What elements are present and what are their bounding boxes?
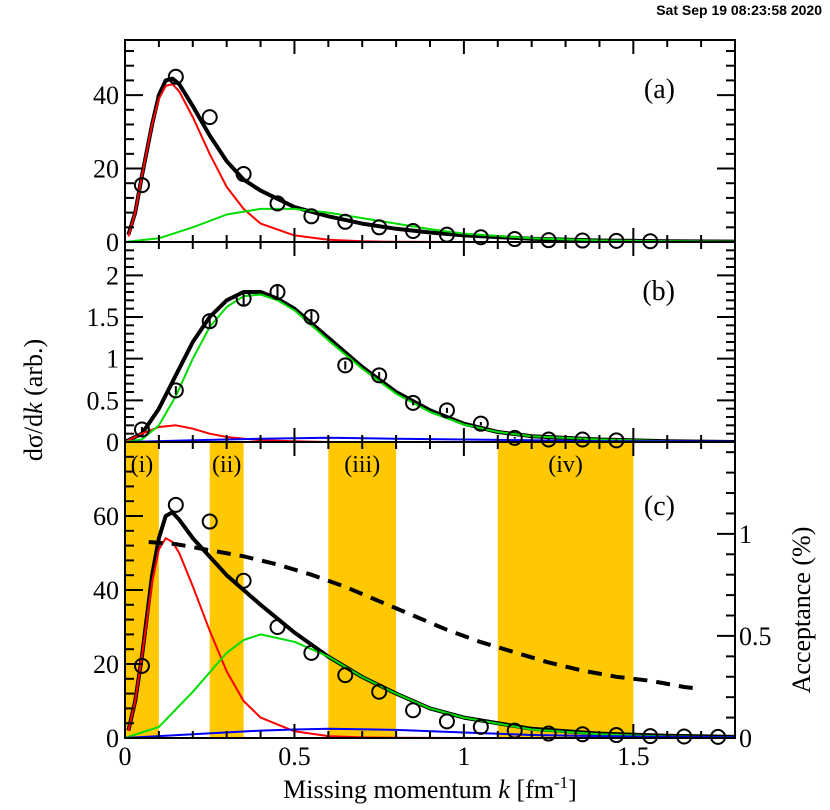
data-point-a-14 bbox=[574, 232, 591, 249]
curve-a-3 bbox=[125, 207, 735, 242]
data-point-c-16 bbox=[642, 728, 659, 745]
data-point-a-1 bbox=[133, 177, 150, 194]
data-point-a-9 bbox=[405, 222, 422, 239]
y-tick-label-a-2: 20 bbox=[93, 155, 119, 184]
data-point-c-3 bbox=[201, 513, 218, 530]
data-point-b-11 bbox=[472, 415, 489, 432]
curve-c-4 bbox=[125, 727, 735, 738]
y-tick-label-a-3: 40 bbox=[93, 81, 119, 110]
right-tick-label-1: 0 bbox=[739, 724, 752, 753]
y-tick-label-c-3: 40 bbox=[93, 576, 119, 605]
data-point-c-5 bbox=[269, 619, 286, 635]
data-point-c-6 bbox=[303, 644, 320, 661]
data-point-a-12 bbox=[506, 231, 523, 248]
x-tick-label-1: 0 bbox=[119, 742, 132, 771]
band-label-2: (ii) bbox=[212, 452, 241, 478]
data-points bbox=[133, 68, 727, 745]
frame-a bbox=[124, 39, 736, 243]
data-point-b-7 bbox=[337, 357, 354, 374]
data-point-c-10 bbox=[438, 713, 455, 730]
labels: 0 20 40 (a) 0 0.5 1 1.5 2 (b) (i) (ii) (iii) (iv) 0 20 4… bbox=[19, 74, 816, 804]
right-tick-label-3: 1 bbox=[739, 520, 752, 549]
data-point-b-10 bbox=[438, 402, 455, 419]
data-point-b-13 bbox=[540, 431, 557, 448]
axes bbox=[124, 39, 736, 739]
data-point-b-15 bbox=[608, 432, 625, 449]
data-point-b-4 bbox=[235, 290, 252, 307]
data-point-c-9 bbox=[405, 702, 422, 719]
data-point-b-1 bbox=[133, 421, 150, 438]
data-point-a-4 bbox=[235, 166, 252, 183]
data-point-b-14 bbox=[574, 431, 591, 448]
acceptance-curve bbox=[148, 540, 702, 691]
data-point-c-1 bbox=[133, 657, 150, 674]
data-point-a-2 bbox=[167, 68, 184, 85]
data-point-c-14 bbox=[574, 726, 591, 743]
data-point-b-5 bbox=[269, 284, 286, 300]
data-point-a-5 bbox=[269, 195, 286, 212]
panel-label-a: (a) bbox=[644, 74, 675, 105]
data-point-b-6 bbox=[303, 309, 320, 325]
data-point-c-17 bbox=[676, 728, 693, 745]
x-tick-label-4: 1.5 bbox=[617, 742, 650, 771]
data-point-a-11 bbox=[472, 229, 489, 246]
band-label-4: (iv) bbox=[548, 452, 583, 478]
y-tick-label-c-2: 20 bbox=[93, 650, 119, 679]
y-tick-label-b-3: 1 bbox=[106, 345, 119, 374]
data-point-c-15 bbox=[608, 727, 625, 744]
data-point-c-18 bbox=[710, 728, 727, 745]
data-point-a-7 bbox=[337, 213, 354, 230]
data-point-c-7 bbox=[337, 667, 354, 684]
y-axis-title: dσ/dk (arb.) bbox=[19, 339, 48, 461]
data-point-b-9 bbox=[405, 394, 422, 411]
y-tick-label-b-4: 1.5 bbox=[87, 303, 120, 332]
data-point-c-8 bbox=[371, 683, 388, 700]
band-label-3: (iii) bbox=[344, 452, 380, 478]
y-tick-label-b-5: 2 bbox=[106, 261, 119, 290]
data-point-c-2 bbox=[167, 496, 184, 513]
data-point-c-13 bbox=[540, 725, 557, 742]
y-tick-label-b-1: 0 bbox=[106, 428, 119, 457]
acceptance-bands bbox=[125, 442, 634, 738]
data-point-a-8 bbox=[371, 219, 388, 236]
timestamp: Sat Sep 19 08:23:58 2020 bbox=[656, 2, 822, 18]
right-tick-label-2: 0.5 bbox=[739, 622, 772, 651]
band-label-1: (i) bbox=[131, 452, 154, 478]
data-point-a-3 bbox=[201, 109, 218, 126]
data-point-c-11 bbox=[472, 718, 489, 735]
y-tick-label-b-2: 0.5 bbox=[87, 386, 120, 415]
x-axis-title: Missing momentum k [fm-1] bbox=[283, 773, 577, 804]
curve-b-3 bbox=[125, 293, 735, 442]
x-tick-label-3: 1 bbox=[457, 742, 470, 771]
x-tick-label-2: 0.5 bbox=[278, 742, 311, 771]
data-point-b-12 bbox=[506, 429, 523, 446]
curve-b-1 bbox=[125, 290, 735, 442]
data-point-a-6 bbox=[303, 208, 320, 225]
y-tick-label-c-1: 0 bbox=[106, 724, 119, 753]
data-point-a-15 bbox=[608, 232, 625, 249]
data-point-a-13 bbox=[540, 232, 557, 249]
panel-label-c: (c) bbox=[644, 491, 675, 522]
right-axis-title: Acceptance (%) bbox=[787, 527, 816, 694]
panel-label-b: (b) bbox=[642, 276, 675, 307]
band-2 bbox=[209, 442, 244, 738]
data-point-b-3 bbox=[201, 313, 218, 330]
band-4 bbox=[497, 442, 634, 738]
data-point-c-4 bbox=[235, 572, 252, 589]
y-tick-label-c-4: 60 bbox=[93, 502, 119, 531]
data-point-b-2 bbox=[167, 382, 184, 399]
y-tick-label-a-1: 0 bbox=[106, 228, 119, 257]
data-point-b-8 bbox=[371, 367, 388, 384]
